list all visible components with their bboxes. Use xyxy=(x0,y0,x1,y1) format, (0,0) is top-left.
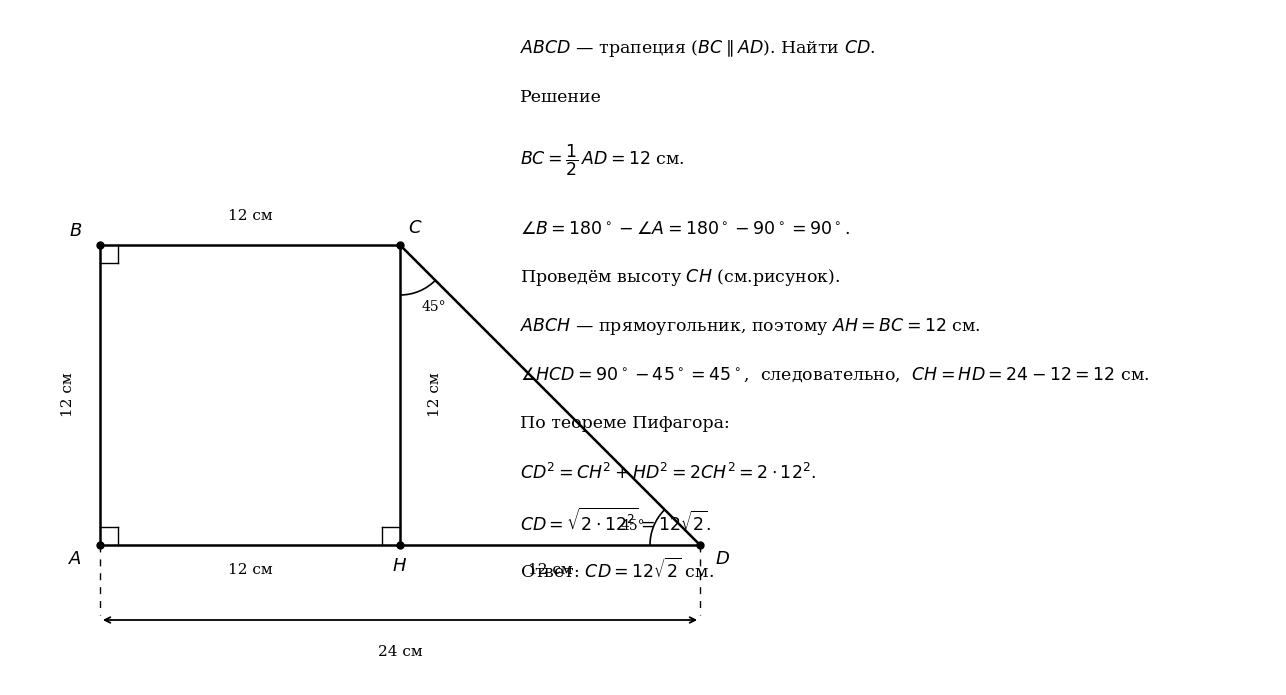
Text: 45°: 45° xyxy=(422,300,446,314)
Text: 12 см: 12 см xyxy=(228,209,273,223)
Text: $CD = \sqrt{2 \cdot 12^2} = 12\sqrt{2}$.: $CD = \sqrt{2 \cdot 12^2} = 12\sqrt{2}$. xyxy=(520,507,712,535)
Text: $ABCD$ — трапеция ($BC \parallel AD$). Найти $CD$.: $ABCD$ — трапеция ($BC \parallel AD$). Н… xyxy=(520,38,876,59)
Text: $H$: $H$ xyxy=(392,557,408,575)
Text: $CD^2 = CH^2 + HD^2 = 2CH^2 = 2 \cdot 12^2$.: $CD^2 = CH^2 + HD^2 = 2CH^2 = 2 \cdot 12… xyxy=(520,463,817,482)
Text: 24 см: 24 см xyxy=(378,645,422,659)
Text: $C$: $C$ xyxy=(408,219,423,237)
Text: $A$: $A$ xyxy=(68,550,82,568)
Text: 45°: 45° xyxy=(620,519,646,533)
Text: $D$: $D$ xyxy=(715,550,730,568)
Text: $\angle HCD = 90^\circ - 45^\circ = 45^\circ$,  следовательно,  $CH = HD = 24 - : $\angle HCD = 90^\circ - 45^\circ = 45^\… xyxy=(520,366,1150,384)
Text: $ABCH$ — прямоугольник, поэтому $AH = BC = 12$ см.: $ABCH$ — прямоугольник, поэтому $AH = BC… xyxy=(520,316,981,337)
Text: По теореме Пифагора:: По теореме Пифагора: xyxy=(520,416,729,432)
Text: 12 см: 12 см xyxy=(228,563,273,577)
Text: 12 см: 12 см xyxy=(60,373,75,417)
Text: $BC = \dfrac{1}{2}\,AD = 12$ см.: $BC = \dfrac{1}{2}\,AD = 12$ см. xyxy=(520,142,684,177)
Text: $B$: $B$ xyxy=(68,222,82,240)
Text: Ответ: $CD = 12\sqrt{2}$ см.: Ответ: $CD = 12\sqrt{2}$ см. xyxy=(520,558,714,582)
Text: 12 см: 12 см xyxy=(527,563,572,577)
Text: Решение: Решение xyxy=(520,89,602,106)
Text: $\angle B = 180^\circ - \angle A = 180^\circ - 90^\circ = 90^\circ$.: $\angle B = 180^\circ - \angle A = 180^\… xyxy=(520,221,850,238)
Text: Проведём высоту $CH$ (см.рисунок).: Проведём высоту $CH$ (см.рисунок). xyxy=(520,268,841,288)
Text: 12 см: 12 см xyxy=(428,373,442,417)
